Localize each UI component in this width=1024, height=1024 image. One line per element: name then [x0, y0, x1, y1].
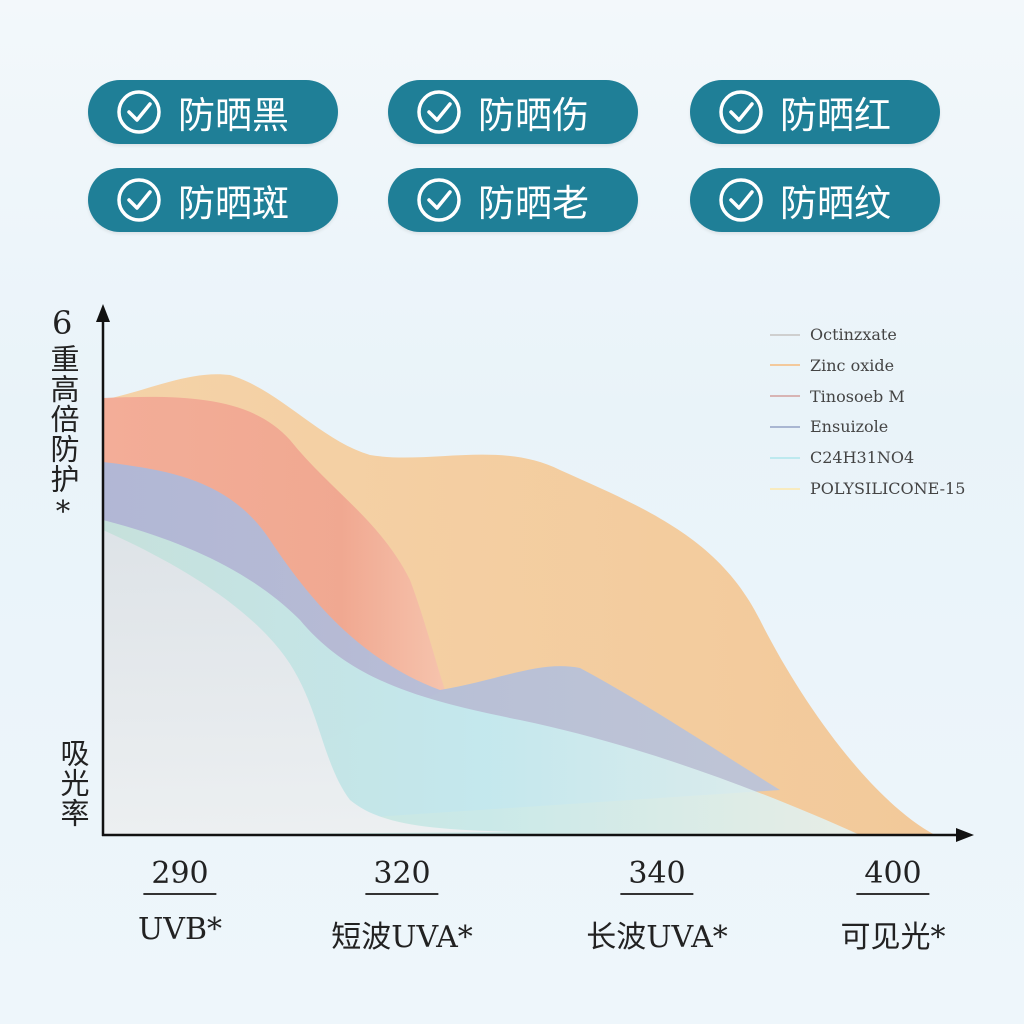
legend-label: Zinc oxide: [810, 355, 895, 375]
badge: 防晒红: [690, 80, 940, 144]
badge-text: 防晒黑: [178, 94, 289, 137]
legend-swatch: [770, 425, 800, 428]
badge: 防晒斑: [88, 168, 338, 232]
badge-text: 防晒斑: [178, 182, 289, 225]
x-tick-value: 340: [620, 856, 694, 895]
legend-swatch: [770, 456, 800, 459]
x-tick-value: 320: [365, 856, 439, 895]
y-axis-top: 6: [52, 304, 73, 342]
legend-label: C24H31NO4: [810, 448, 915, 468]
badge-text: 防晒伤: [478, 94, 589, 137]
legend-swatch: [770, 364, 800, 367]
legend-item: Tinosoeb M: [770, 387, 905, 406]
check-icon: [117, 178, 161, 222]
legend-item: Octinzxate: [770, 325, 897, 344]
legend-label: POLYSILICONE-15: [810, 479, 966, 498]
x-tick-label: UVB*: [138, 912, 222, 947]
x-tick-value: 290: [143, 856, 217, 895]
legend-label: Tinosoeb M: [810, 386, 905, 406]
badge-text: 防晒老: [478, 182, 589, 225]
check-icon: [719, 178, 763, 222]
y-arrow: [96, 304, 110, 322]
badge: 防晒老: [388, 168, 638, 232]
badge-text: 防晒红: [780, 94, 891, 137]
x-arrow: [956, 828, 974, 842]
legend-item: POLYSILICONE-15: [770, 479, 965, 498]
check-icon: [117, 90, 161, 134]
legend-item: Zinc oxide: [770, 356, 894, 375]
check-icon: [719, 90, 763, 134]
x-tick-label: 长波UVA*: [586, 920, 728, 955]
legend-label: Octinzxate: [810, 325, 897, 344]
legend-swatch: [770, 333, 800, 336]
legend-swatch: [770, 487, 800, 490]
y-axis-bottom: 吸光率: [56, 738, 90, 828]
curve-octinzxate: [103, 530, 520, 835]
x-tick-value: 400: [856, 856, 930, 895]
badge-text: 防晒纹: [780, 182, 891, 225]
legend-item: C24H31NO4: [770, 448, 914, 467]
y-axis-label: 重高倍防护*: [46, 344, 80, 529]
badge: 防晒黑: [88, 80, 338, 144]
x-tick-label: 可见光*: [840, 920, 946, 955]
check-icon: [417, 178, 461, 222]
check-icon: [417, 90, 461, 134]
x-tick-label: 短波UVA*: [331, 920, 473, 955]
badge: 防晒伤: [388, 80, 638, 144]
badge: 防晒纹: [690, 168, 940, 232]
legend-label: Ensuizole: [810, 417, 889, 437]
legend-swatch: [770, 395, 800, 398]
legend-item: Ensuizole: [770, 417, 888, 436]
